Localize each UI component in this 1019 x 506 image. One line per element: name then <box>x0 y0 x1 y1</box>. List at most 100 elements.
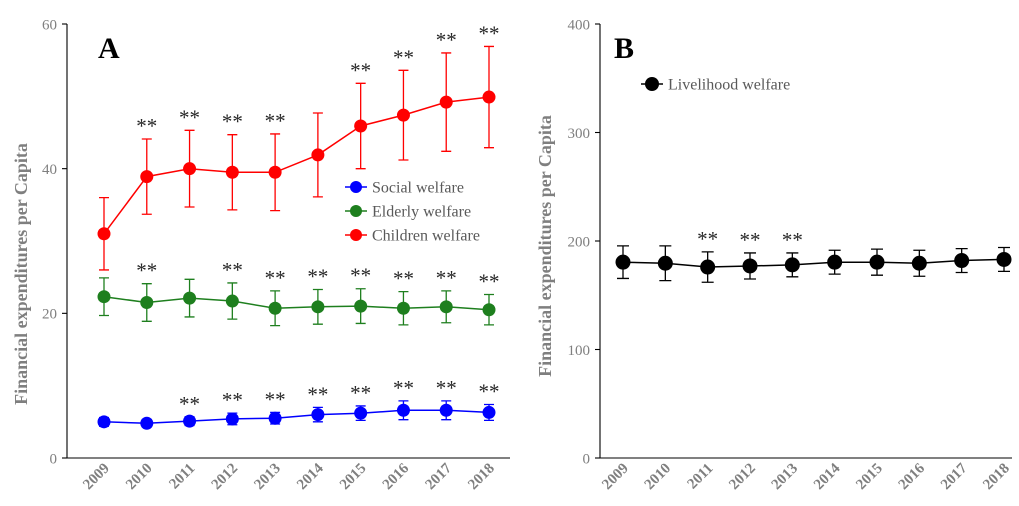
significance-label: ** <box>265 109 286 133</box>
y-tick-label: 60 <box>42 17 57 33</box>
x-tick-label: 2012 <box>209 461 242 494</box>
series-line <box>622 258 1005 268</box>
x-tick-label: 2011 <box>685 461 717 493</box>
legend-item-social-welfare: Social welfare <box>345 180 464 197</box>
significance-label: ** <box>179 392 200 416</box>
x-tick-label: 2016 <box>896 460 929 493</box>
data-point <box>140 416 154 430</box>
y-axis-title: Financial expenditures per Capita <box>535 115 555 377</box>
data-point <box>268 301 282 315</box>
x-tick-label: 2010 <box>123 461 156 494</box>
series-line <box>103 409 490 425</box>
panel-label: A <box>98 32 120 65</box>
data-point <box>657 255 673 271</box>
legend-label: Children welfare <box>372 228 480 245</box>
data-point <box>183 162 197 176</box>
series-social-welfare: ** ** ** ** ** ** ** ** <box>97 376 500 430</box>
data-point <box>97 227 111 241</box>
y-tick-label: 20 <box>42 307 57 323</box>
data-point <box>140 295 154 309</box>
significance-label: ** <box>782 228 803 252</box>
data-point <box>784 257 800 273</box>
data-point <box>268 165 282 179</box>
data-point <box>869 254 885 270</box>
significance-label: ** <box>222 388 243 412</box>
legend-label: Livelihood welfare <box>668 77 790 94</box>
panel-label: B <box>614 32 634 65</box>
legend-label: Social welfare <box>372 180 464 197</box>
significance-label: ** <box>697 227 718 251</box>
series-line <box>103 295 490 311</box>
data-point <box>615 254 631 270</box>
data-point <box>311 300 325 314</box>
significance-label: ** <box>393 267 414 291</box>
significance-label: ** <box>222 110 243 134</box>
x-tick-label: 2010 <box>642 461 675 494</box>
panel-b: 0 100 200 300 400 2009 2010 2011 2012 2013 2014 201… <box>535 17 1013 493</box>
series-children-welfare: ** ** ** ** ** ** ** ** <box>97 21 500 271</box>
significance-label: ** <box>479 21 500 45</box>
legend-marker <box>350 205 362 217</box>
data-point <box>396 108 410 122</box>
significance-label: ** <box>479 270 500 294</box>
y-tick-label: 0 <box>50 451 58 467</box>
data-point <box>482 405 496 419</box>
x-tick-label: 2014 <box>294 460 327 493</box>
data-point <box>268 411 282 425</box>
significance-label: ** <box>265 387 286 411</box>
data-point <box>439 300 453 314</box>
data-point <box>996 251 1012 267</box>
x-tick-label: 2011 <box>166 461 198 493</box>
significance-label: ** <box>179 105 200 129</box>
panel-a: 0 20 40 60 2009 2010 2011 2012 2013 2014 2015 2016 2… <box>11 17 510 493</box>
legend-marker <box>350 181 362 193</box>
series-livelihood-welfare: ** ** ** <box>615 227 1012 283</box>
data-point <box>396 301 410 315</box>
significance-label: ** <box>393 376 414 400</box>
x-tick-label: 2015 <box>853 461 886 494</box>
significance-label: ** <box>136 114 157 138</box>
significance-label: ** <box>436 28 457 52</box>
data-point <box>354 406 368 420</box>
data-point <box>954 253 970 269</box>
data-point <box>225 165 239 179</box>
data-point <box>396 403 410 417</box>
x-tick-label: 2015 <box>337 461 370 494</box>
data-point <box>311 408 325 422</box>
data-point <box>225 294 239 308</box>
significance-label: ** <box>136 259 157 283</box>
data-point <box>183 414 197 428</box>
legend-marker <box>350 229 362 241</box>
data-point <box>183 291 197 305</box>
y-tick-label: 100 <box>568 343 591 359</box>
legend-marker <box>645 77 659 91</box>
significance-label: ** <box>307 264 328 288</box>
series-line <box>103 96 490 235</box>
data-point <box>354 119 368 133</box>
x-tick-label: 2014 <box>811 460 844 493</box>
y-tick-label: 200 <box>568 234 591 250</box>
data-point <box>482 90 496 104</box>
data-point <box>140 170 154 184</box>
y-tick-label: 40 <box>42 162 57 178</box>
data-point <box>482 303 496 317</box>
series-elderly-welfare: ** ** ** ** ** ** ** ** <box>97 258 500 327</box>
significance-label: ** <box>265 266 286 290</box>
significance-label: ** <box>393 45 414 69</box>
significance-label: ** <box>307 382 328 406</box>
x-tick-label: 2018 <box>980 461 1013 494</box>
significance-label: ** <box>436 376 457 400</box>
significance-label: ** <box>222 258 243 282</box>
y-tick-label: 0 <box>583 451 591 467</box>
data-point <box>439 403 453 417</box>
data-point <box>439 95 453 109</box>
x-tick-label: 2016 <box>380 460 413 493</box>
x-tick-label: 2009 <box>80 461 113 494</box>
data-point <box>742 258 758 274</box>
data-point <box>827 254 843 270</box>
data-point <box>311 148 325 162</box>
y-tick-label: 300 <box>568 126 591 142</box>
x-tick-label: 2017 <box>938 460 971 493</box>
significance-label: ** <box>350 58 371 82</box>
